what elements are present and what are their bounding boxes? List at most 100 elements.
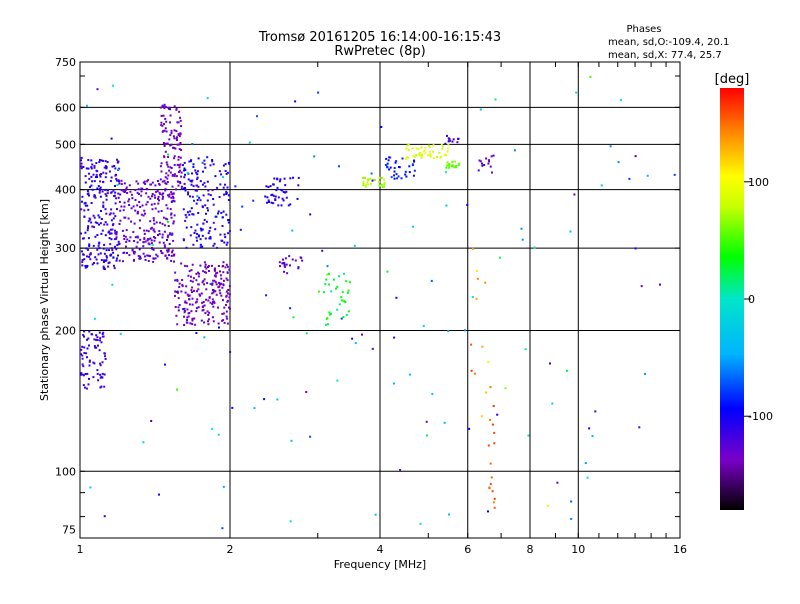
echo-point — [174, 290, 177, 293]
echo-point — [101, 333, 104, 335]
echo-point — [188, 294, 191, 297]
echo-point — [392, 382, 395, 385]
echo-point — [163, 179, 166, 182]
echo-point — [264, 195, 267, 198]
echo-point — [123, 201, 126, 204]
echo-point — [108, 170, 111, 173]
echo-point — [163, 129, 166, 132]
echo-point — [166, 250, 169, 253]
echo-point — [191, 319, 194, 322]
echo-point — [191, 179, 194, 182]
echo-point — [276, 186, 279, 189]
echo-point — [136, 191, 139, 194]
echo-point — [211, 282, 214, 285]
echo-point — [175, 188, 177, 191]
echo-point — [158, 199, 160, 202]
echo-point — [183, 187, 185, 190]
echo-point — [128, 204, 131, 206]
echo-point — [162, 195, 164, 198]
echo-point — [154, 237, 157, 239]
echo-point — [408, 165, 411, 168]
echo-point — [226, 317, 229, 320]
echo-point — [86, 347, 89, 350]
echo-point — [174, 147, 177, 150]
echo-point — [219, 292, 222, 295]
echo-point — [291, 229, 294, 232]
echo-point — [219, 233, 222, 236]
echo-point — [160, 114, 163, 117]
echo-point — [109, 228, 112, 231]
echo-point — [109, 254, 112, 257]
echo-point — [448, 513, 450, 516]
echo-point — [165, 182, 168, 185]
echo-point — [173, 260, 175, 263]
echo-point — [224, 236, 227, 239]
echo-point — [116, 208, 118, 211]
echo-point — [93, 216, 96, 219]
echo-point — [203, 278, 206, 281]
echo-point — [92, 214, 95, 217]
echo-point — [300, 256, 303, 259]
echo-point — [186, 316, 189, 319]
echo-point — [90, 166, 93, 169]
echo-point — [183, 315, 185, 318]
echo-point — [524, 348, 527, 351]
echo-point — [317, 91, 320, 94]
echo-point — [180, 175, 183, 178]
echo-point — [446, 161, 449, 164]
echo-point — [364, 184, 367, 187]
echo-point — [221, 299, 224, 302]
echo-point — [105, 249, 108, 252]
echo-point — [204, 263, 207, 266]
echo-point — [138, 248, 141, 251]
echo-point — [351, 337, 354, 340]
echo-point — [198, 293, 201, 296]
echo-point — [192, 166, 195, 168]
echo-point — [405, 175, 408, 178]
echo-point — [659, 283, 661, 286]
echo-point — [209, 237, 212, 240]
echo-point — [119, 219, 122, 222]
echo-point — [124, 189, 127, 192]
echo-point — [143, 255, 146, 258]
echo-point — [177, 171, 180, 173]
echo-point — [90, 202, 93, 204]
echo-point — [199, 199, 202, 202]
echo-point — [118, 182, 121, 185]
echo-point — [225, 172, 228, 175]
echo-point — [159, 106, 162, 109]
y-tick-label: 200 — [55, 324, 76, 337]
echo-point — [197, 157, 200, 160]
echo-point — [216, 271, 219, 274]
echo-point — [187, 191, 190, 194]
echo-point — [115, 237, 118, 240]
echo-point — [80, 232, 82, 235]
echo-point — [265, 185, 268, 188]
echo-point — [218, 196, 221, 198]
echo-point — [420, 146, 423, 149]
echo-point — [207, 320, 209, 323]
echo-point — [171, 200, 174, 203]
echo-point — [93, 166, 96, 169]
echo-point — [110, 176, 113, 179]
echo-point — [208, 270, 210, 272]
echo-point — [172, 196, 175, 199]
echo-point — [225, 315, 228, 318]
echo-point — [404, 170, 407, 173]
echo-point — [131, 197, 134, 200]
echo-point — [85, 167, 88, 170]
echo-point — [176, 139, 178, 141]
echo-point — [170, 129, 173, 132]
echo-point — [132, 231, 135, 233]
echo-point — [266, 201, 268, 204]
echo-point — [196, 223, 199, 226]
echo-point — [138, 201, 141, 203]
echo-point — [305, 391, 308, 393]
echo-point — [157, 180, 159, 182]
echo-point — [219, 183, 222, 186]
echo-point — [102, 206, 105, 209]
echo-point — [326, 317, 329, 319]
echo-point — [168, 254, 170, 257]
echo-point — [190, 207, 193, 210]
echo-point — [206, 207, 209, 210]
